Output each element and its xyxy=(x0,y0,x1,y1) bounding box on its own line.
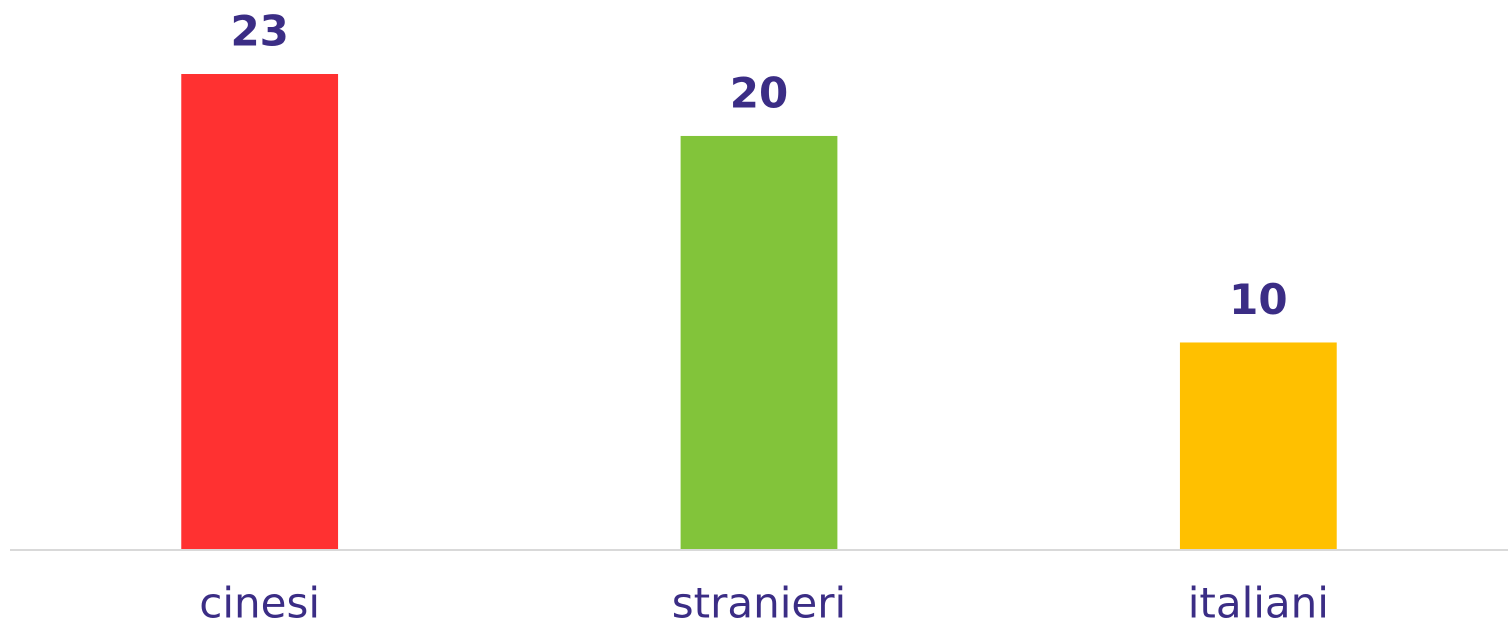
value-label: 23 xyxy=(230,7,288,56)
bar xyxy=(680,135,838,549)
x-tick-label: cinesi xyxy=(199,579,320,628)
value-label: 10 xyxy=(1229,275,1287,324)
x-tick-label: stranieri xyxy=(672,579,846,628)
bar xyxy=(181,74,339,549)
x-tick-label: italiani xyxy=(1188,579,1329,628)
bar xyxy=(1179,342,1337,549)
value-label: 20 xyxy=(730,68,788,117)
